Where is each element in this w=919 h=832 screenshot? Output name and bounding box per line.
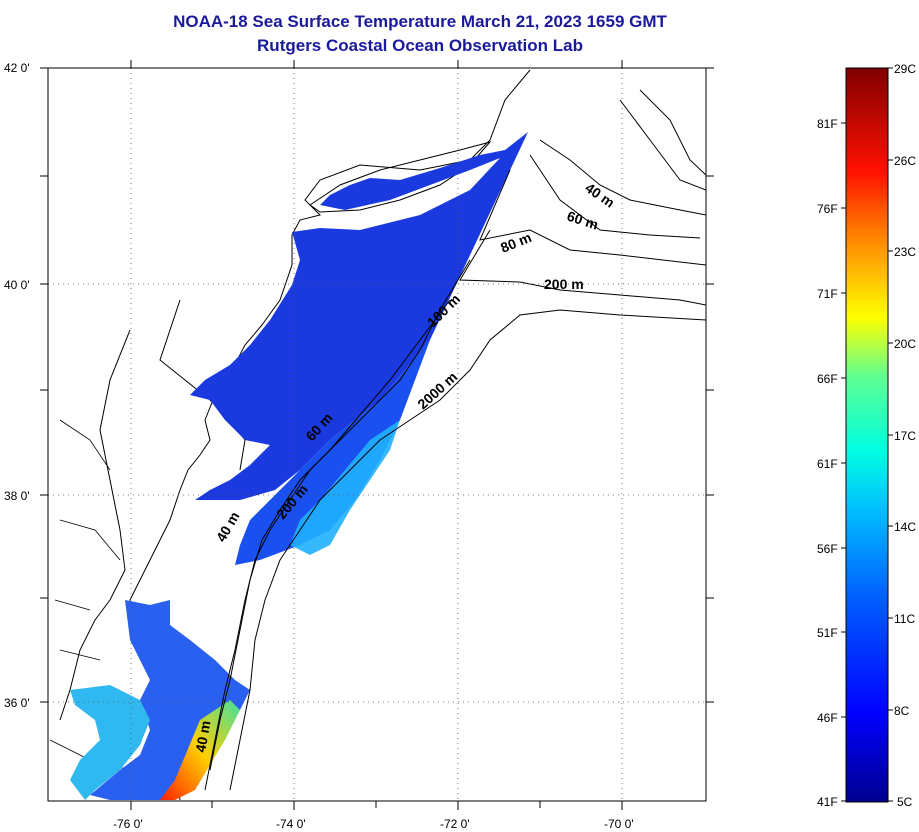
colorbar-gradient [845,67,889,803]
chesapeake-coast [59,329,131,721]
lat-label-38: 38 0' [4,489,30,503]
colorbar-f-41: 41F [817,795,838,809]
contour-shelf-edge [209,299,451,771]
sst-swath-southwest [70,685,150,800]
colorbar-c-5: 5C [897,795,913,809]
sst-swath-north [190,132,528,500]
inland-rivers [49,419,131,771]
contour-60m [529,154,701,239]
graticule [48,68,706,801]
colorbar-c-17: 17C [894,429,916,443]
temperature-colorbar: 29C 26C 23C 20C 17C 14C 11C 8C 5C 81F 76… [817,62,916,809]
colorbar-f-51: 51F [817,626,838,640]
lon-label-70: -70 0' [604,817,634,831]
colorbar-c-29: 29C [894,62,916,76]
lon-label-72: -72 0' [440,817,470,831]
contour-2000m [229,309,706,791]
contour-label-40m-south: 40 m [192,719,213,753]
map-subtitle: Rutgers Coastal Ocean Observation Lab [257,36,583,55]
map-frame [47,67,707,802]
contour-label-40m-north: 40 m [582,179,617,210]
colorbar-c-26: 26C [894,154,916,168]
colorbar-f-76: 76F [817,202,838,216]
contour-40m [539,139,706,216]
colorbar-c-8: 8C [894,704,910,718]
lon-label-74: -74 0' [276,817,306,831]
colorbar-f-81: 81F [817,117,838,131]
colorbar-f-71: 71F [817,287,838,301]
sst-swath-shelf [290,420,400,555]
long-island-coast [309,141,492,213]
contour-label-60m-north: 60 m [565,208,600,233]
colorbar-f-66: 66F [817,372,838,386]
contour-label-2000m: 2000 m [414,369,460,413]
map-title: NOAA-18 Sea Surface Temperature March 21… [173,12,667,31]
lat-label-36: 36 0' [4,696,30,710]
lat-label-40: 40 0' [4,278,30,292]
contour-label-80m: 80 m [498,229,534,256]
contour-label-200m-north: 200 m [544,276,584,292]
gulf-stream-warm-water [160,700,240,800]
contour-80m [479,169,706,266]
contour-200m [459,229,706,306]
colorbar-c-20: 20C [894,337,916,351]
colorbar-c-14: 14C [894,520,916,534]
lon-label-76: -76 0' [113,817,143,831]
colorbar-c-11: 11C [894,612,915,626]
lat-label-42: 42 0' [4,61,30,75]
frame-ticks [40,60,714,810]
contour-offshore [619,89,706,191]
colorbar-f-61: 61F [817,457,838,471]
contour-label-40m-middle: 40 m [213,509,243,545]
colorbar-f-46: 46F [817,711,838,725]
contour-100m [204,259,471,791]
colorbar-f-56: 56F [817,542,838,556]
colorbar-c-23: 23C [894,245,916,259]
